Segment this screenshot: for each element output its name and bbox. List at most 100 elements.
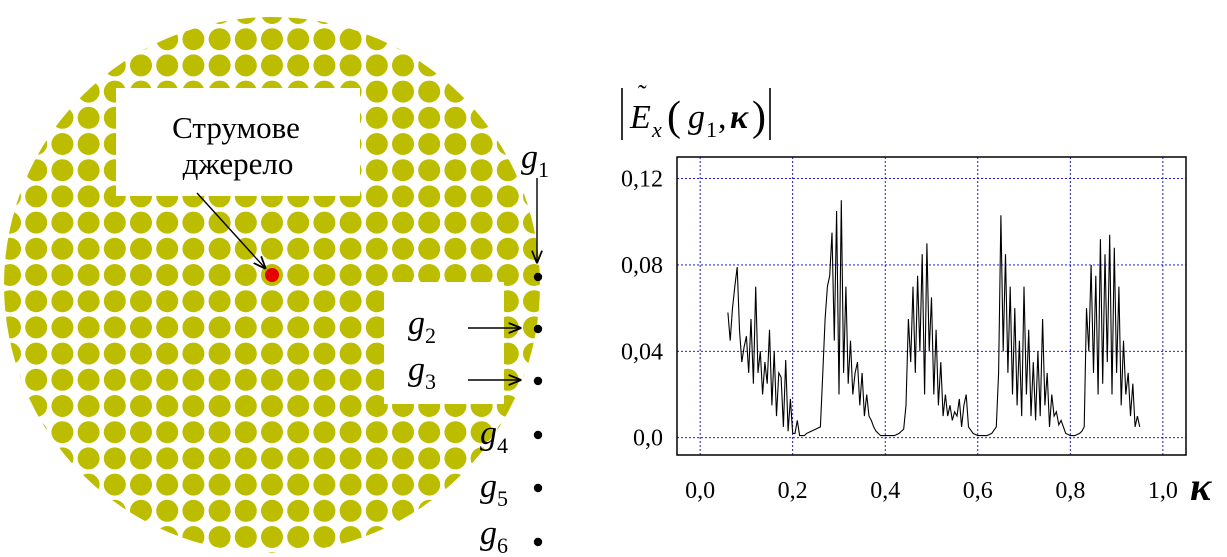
y-tick-labels: 0,0 0,04 0,08 0,12 [621, 167, 663, 452]
crystal-rod-315 [313, 447, 336, 470]
crystal-rod-126 [156, 211, 179, 234]
crystal-rod-28 [418, 54, 441, 77]
crystal-rod-188 [130, 290, 152, 313]
crystal-rod-75 [392, 133, 414, 155]
crystal-rod-343 [261, 499, 283, 522]
crystal-rod-249 [77, 368, 100, 391]
crystal-rod-130 [261, 211, 283, 234]
crystal-rod-338 [130, 499, 152, 522]
crystal-rod-277 [287, 395, 310, 417]
crystal-rod-139 [496, 211, 519, 234]
crystal-rod-356 [313, 526, 336, 548]
crystal-rod-133 [339, 211, 362, 234]
probe-g2: g2 [408, 305, 543, 348]
crystal-rod-230 [130, 342, 152, 365]
crystal-rod-329 [261, 473, 283, 496]
photonic-crystal: Струмове джерело g1 g2 g3 g4 g5 [4, 17, 549, 557]
crystal-rod-274 [208, 395, 231, 417]
crystal-rod-123 [77, 211, 100, 234]
probe-g4-letter: g [480, 415, 497, 452]
crystal-rod-115 [418, 185, 441, 208]
crystal-rod-127 [182, 211, 205, 234]
crystal-rod-27 [392, 54, 414, 77]
title-kappa: κ [730, 99, 749, 136]
crystal-rod-214 [261, 316, 283, 339]
crystal-rod-278 [313, 395, 336, 417]
crystal-rod-303 [470, 421, 493, 444]
probe-g5-subscript: 5 [497, 486, 508, 511]
probe-cavity-region [384, 282, 504, 404]
crystal-rod-289 [103, 421, 126, 444]
crystal-rod-97 [470, 159, 493, 182]
title-tilde: ˜ [638, 80, 647, 109]
crystal-rod-270 [103, 395, 126, 417]
crystal-rod-288 [77, 421, 100, 444]
crystal-rod-330 [287, 473, 310, 496]
crystal-rod-131 [287, 211, 310, 234]
crystal-rod-74 [365, 133, 388, 155]
crystal-rod-113 [365, 185, 388, 208]
probe-g4-subscript: 4 [497, 433, 508, 458]
crystal-rod-250 [103, 368, 126, 391]
crystal-rod-24 [313, 54, 336, 77]
crystal-rod-301 [418, 421, 441, 444]
crystal-rod-359 [234, 552, 257, 553]
crystal-rod-341 [208, 499, 231, 522]
crystal-rod-140 [523, 211, 540, 234]
crystal-rod-94 [392, 159, 414, 182]
crystal-rod-18 [156, 54, 179, 77]
crystal-rod-305 [51, 447, 74, 470]
crystal-rod-174 [313, 264, 336, 286]
probe-g6-point [533, 537, 543, 547]
crystal-rod-76 [418, 133, 441, 155]
crystal-rod-79 [496, 133, 519, 155]
crystal-rod-292 [182, 421, 205, 444]
crystal-rod-134 [365, 211, 388, 234]
crystal-rod-337 [103, 499, 126, 522]
crystal-rod-11 [287, 28, 310, 51]
crystal-rod-43 [444, 80, 467, 103]
crystal-rod-148 [182, 237, 205, 260]
crystal-rod-295 [261, 421, 283, 444]
title-E: E [629, 99, 651, 136]
crystal-rod-269 [77, 395, 100, 417]
crystal-rod-157 [418, 237, 441, 260]
plot-frame [676, 156, 1187, 456]
crystal-rod-272 [156, 395, 179, 417]
crystal-rod-184 [25, 290, 48, 313]
crystal-rod-154 [339, 237, 362, 260]
crystal-rod-146 [130, 237, 152, 260]
crystal-rod-300 [392, 421, 414, 444]
crystal-rod-280 [365, 395, 388, 417]
svg-text:g3: g3 [408, 351, 436, 394]
crystal-rod-63 [77, 133, 100, 155]
crystal-rod-346 [339, 499, 362, 522]
crystal-rod-196 [339, 290, 362, 313]
crystal-rod-226 [25, 342, 48, 365]
crystal-rod-308 [130, 447, 152, 470]
svg-text:g6: g6 [480, 515, 508, 557]
title-g: g [688, 99, 705, 136]
crystal-rod-197 [365, 290, 388, 313]
crystal-rod-12 [313, 28, 336, 51]
crystal-rod-163 [25, 264, 48, 286]
crystal-rod-162 [4, 264, 21, 286]
crystal-rod-185 [51, 290, 74, 313]
crystal-rod-181 [496, 264, 519, 286]
y-tick-label-3: 0,12 [621, 167, 663, 193]
crystal-rod-2 [261, 17, 283, 24]
crystal-rod-275 [234, 395, 257, 417]
crystal-rod-117 [470, 185, 493, 208]
crystal-rod-211 [182, 316, 205, 339]
crystal-rod-206 [51, 316, 74, 339]
x-tick-label-1: 0,2 [778, 478, 808, 504]
crystal-rod-325 [156, 473, 179, 496]
crystal-rod-210 [156, 316, 179, 339]
crystal-rod-8 [208, 28, 231, 51]
crystal-rod-235 [261, 342, 283, 365]
crystal-rod-93 [365, 159, 388, 182]
crystal-rod-143 [51, 237, 74, 260]
crystal-rod-187 [103, 290, 126, 313]
crystal-rod-183 [4, 290, 21, 313]
crystal-rod-279 [339, 395, 362, 417]
